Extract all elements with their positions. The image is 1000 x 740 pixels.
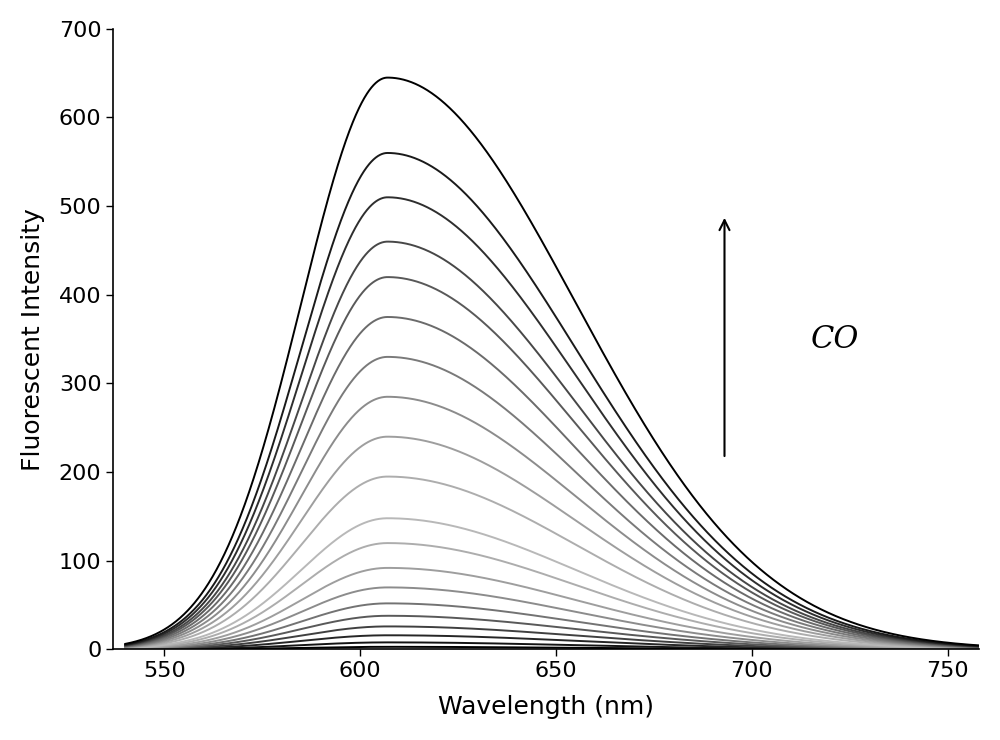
X-axis label: Wavelength (nm): Wavelength (nm): [438, 695, 654, 719]
Y-axis label: Fluorescent Intensity: Fluorescent Intensity: [21, 208, 45, 471]
Text: CO: CO: [811, 323, 859, 354]
